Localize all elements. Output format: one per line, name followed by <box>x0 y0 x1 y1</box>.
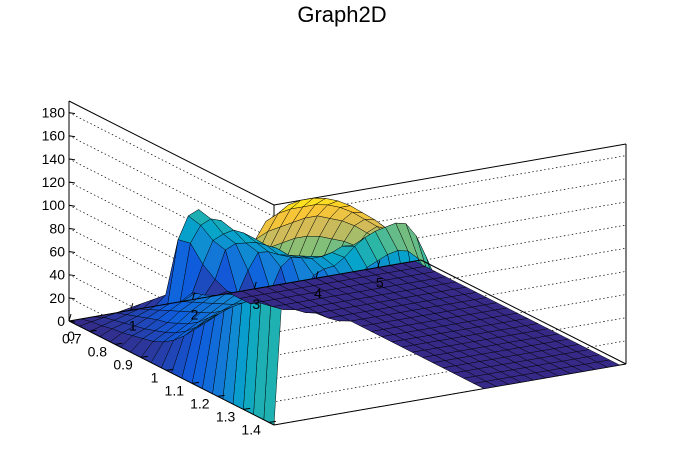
tick-mark <box>68 204 76 207</box>
z-tick-label: 80 <box>49 220 65 236</box>
tick-mark <box>191 381 200 384</box>
tick-mark <box>68 158 76 161</box>
axis-box-edge <box>420 259 627 365</box>
tick-mark <box>68 274 76 277</box>
z-tick-label: 120 <box>42 174 66 190</box>
tick-mark <box>377 260 381 268</box>
y-tick-label: 1.2 <box>190 395 210 411</box>
tick-mark <box>217 394 225 397</box>
tick-mark <box>140 355 148 358</box>
chart-title: Graph2D <box>297 2 386 27</box>
y-tick-label: 1 <box>151 369 159 385</box>
tick-mark <box>130 303 134 311</box>
z-tick-label: 0 <box>57 313 65 329</box>
z-gridline <box>68 204 627 310</box>
z-tick-label: 40 <box>49 267 65 283</box>
tick-mark <box>68 251 76 254</box>
tick-mark <box>166 368 174 371</box>
x-tick-label: 2 <box>191 307 199 323</box>
tick-mark <box>115 342 123 345</box>
x-tick-label: 4 <box>314 285 322 301</box>
x-tick-label: 1 <box>129 317 137 333</box>
y-tick-label: 0.7 <box>62 330 82 346</box>
z-gridline <box>68 135 627 241</box>
z-tick-label: 160 <box>42 128 66 144</box>
tick-mark <box>68 297 76 300</box>
axis-box-edge <box>68 100 275 206</box>
y-tick-label: 1.4 <box>241 421 261 437</box>
x-tick-label: 5 <box>376 275 384 291</box>
axis-box-edge <box>68 320 275 426</box>
x-tick-label: 0 <box>67 328 75 344</box>
tick-mark <box>253 281 257 290</box>
axis-frame-front <box>68 259 627 426</box>
tick-mark <box>243 407 251 410</box>
y-tick-label: 0.9 <box>113 356 133 372</box>
y-tick-label: 1.1 <box>165 382 185 398</box>
tick-mark <box>68 227 76 230</box>
tick-mark <box>68 320 76 323</box>
tick-mark <box>268 420 276 423</box>
z-tick-label: 140 <box>42 151 66 167</box>
axis-box-edge <box>273 143 627 206</box>
z-gridline <box>68 158 627 264</box>
surface-plot <box>68 197 621 426</box>
z-tick-label: 20 <box>49 290 65 306</box>
tick-mark <box>192 292 195 300</box>
z-tick-label: 100 <box>42 197 66 213</box>
z-tick-label: 60 <box>49 244 65 260</box>
axis-ticks: 0 20 40 60 80 100 120 140 160 180 0 1 2 3 4 5 0.7 0.8 0.9 1… <box>42 105 384 438</box>
z-gridline <box>68 181 627 287</box>
tick-mark <box>315 271 319 279</box>
tick-mark <box>89 329 97 332</box>
tick-mark <box>68 313 72 322</box>
z-tick-label: 180 <box>42 105 66 121</box>
y-tick-label: 1.3 <box>216 408 236 424</box>
axis-box-edge <box>68 259 422 322</box>
z-gridline <box>68 112 627 217</box>
tick-mark <box>68 112 76 115</box>
x-tick-label: 3 <box>252 296 260 312</box>
y-tick-label: 0.8 <box>88 343 108 359</box>
tick-mark <box>68 135 76 138</box>
z-gridline <box>68 228 627 333</box>
tick-mark <box>68 181 76 184</box>
